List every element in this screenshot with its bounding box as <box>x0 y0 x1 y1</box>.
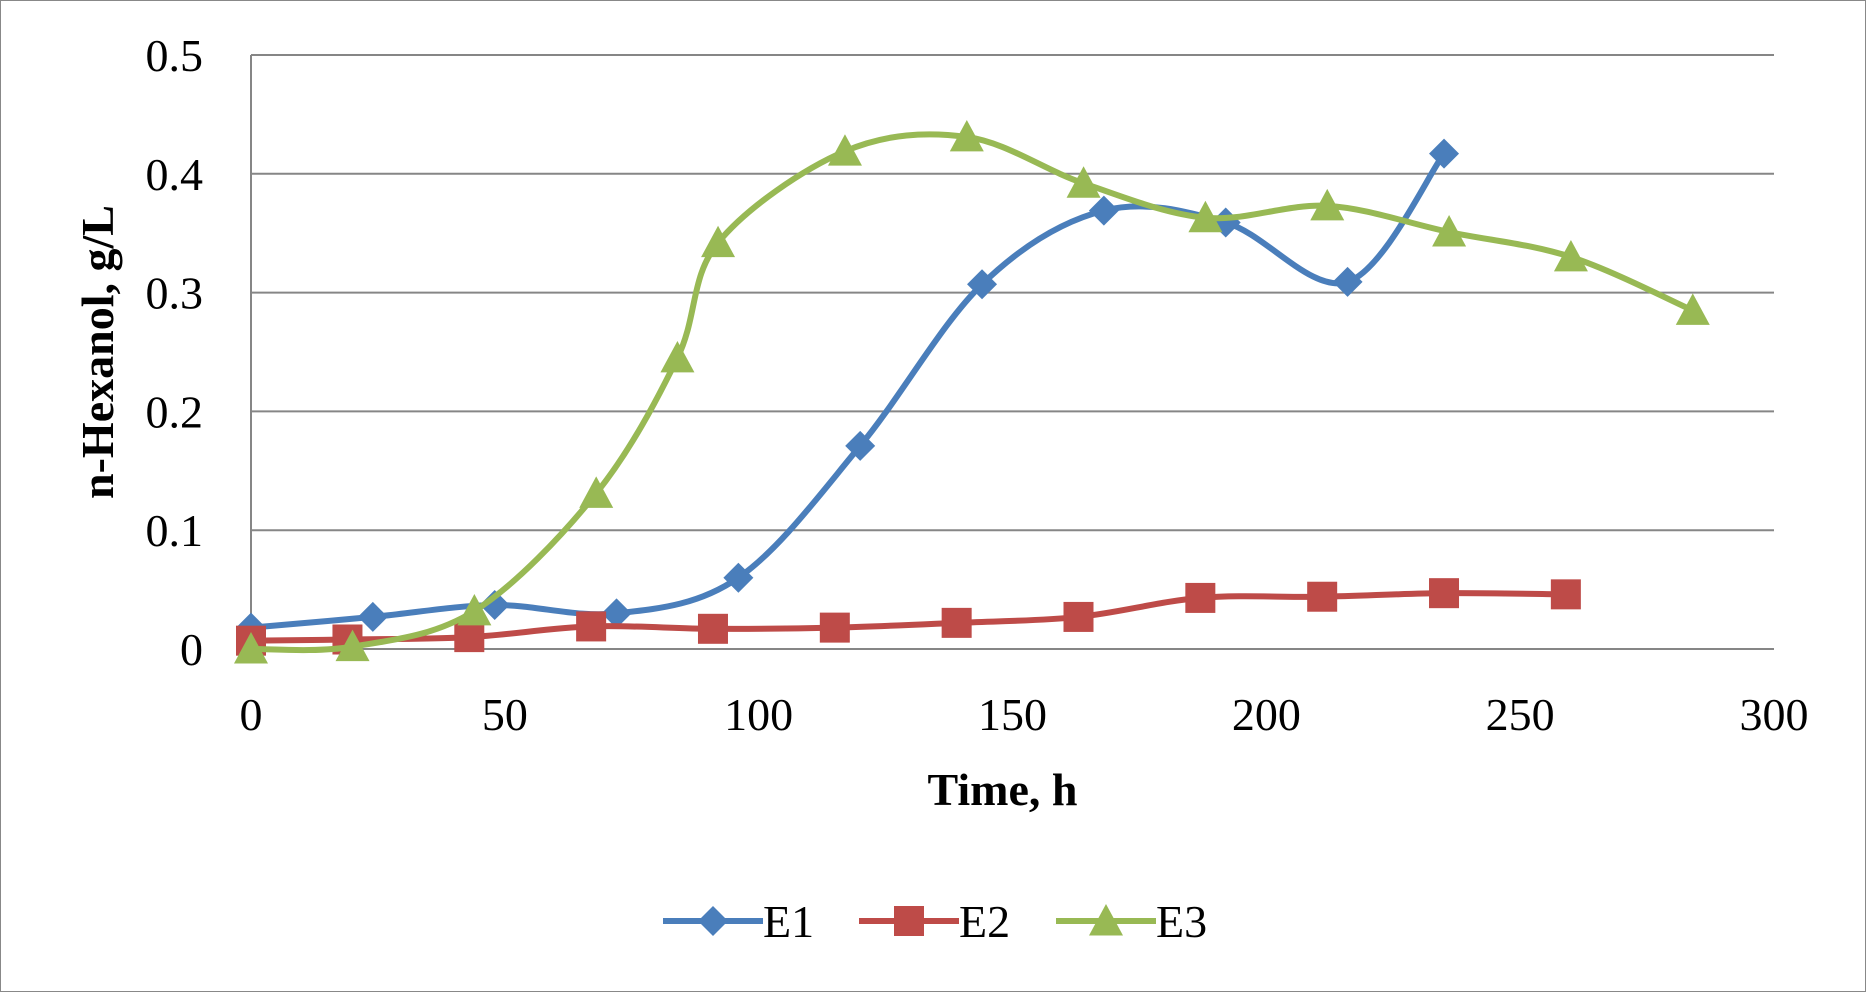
x-tick-labels: 0 50 100 150 200 250 300 <box>240 689 1809 740</box>
legend-item-e1: E1 <box>663 896 814 947</box>
data-point-e2 <box>697 613 728 644</box>
data-point-e1 <box>723 562 754 593</box>
data-point-e2 <box>1185 582 1216 613</box>
data-point-e3 <box>1066 166 1101 198</box>
series-line-e1 <box>248 150 1448 631</box>
data-point-e1 <box>1332 266 1363 297</box>
data-point-e3 <box>234 632 268 664</box>
series-e2 <box>236 578 1581 656</box>
legend-label-e2: E2 <box>959 896 1010 947</box>
data-point-e2 <box>1429 578 1460 609</box>
data-point-e2 <box>576 611 607 642</box>
x-tick-label: 100 <box>724 689 793 740</box>
series-line-e3 <box>248 131 1696 654</box>
x-tick-label: 150 <box>978 689 1047 740</box>
x-tick-label: 250 <box>1486 689 1555 740</box>
y-tick-label: 0.2 <box>146 386 204 437</box>
data-point-e3 <box>1432 215 1467 247</box>
legend-marker-e2 <box>894 906 924 936</box>
data-point-e1 <box>1088 195 1119 226</box>
data-point-e3 <box>335 629 370 662</box>
data-point-e3 <box>1188 200 1223 233</box>
legend-item-e3: E3 <box>1056 896 1207 947</box>
series-e3 <box>234 119 1710 664</box>
y-axis-title: n-Hexanol, g/L <box>72 205 123 499</box>
y-tick-label: 0.3 <box>146 268 204 319</box>
data-point-e2 <box>941 607 972 638</box>
x-tick-label: 200 <box>1232 689 1301 740</box>
data-point-e1 <box>479 590 510 621</box>
data-point-e1 <box>1429 138 1460 169</box>
data-point-e3 <box>1310 188 1345 221</box>
data-point-e1 <box>845 430 876 461</box>
gridlines <box>251 54 1774 532</box>
data-point-e2 <box>819 612 850 643</box>
data-point-e1 <box>357 601 388 632</box>
data-point-e2 <box>1063 601 1094 632</box>
data-point-e3 <box>457 593 492 626</box>
x-axis-title: Time, h <box>928 764 1078 815</box>
data-point-e1 <box>967 269 998 300</box>
x-tick-label: 300 <box>1740 689 1809 740</box>
data-point-e2 <box>454 622 485 653</box>
data-point-e3 <box>1675 293 1710 325</box>
legend-marker-e3 <box>1089 904 1123 936</box>
x-tick-label: 0 <box>240 689 263 740</box>
data-point-e3 <box>579 476 614 508</box>
data-point-e1 <box>601 598 632 629</box>
legend-label-e3: E3 <box>1156 896 1207 947</box>
legend: E1 E2 E3 <box>663 896 1207 947</box>
data-point-e2 <box>1307 581 1338 612</box>
data-point-e3 <box>1553 239 1588 272</box>
y-tick-label: 0.5 <box>146 30 204 81</box>
legend-item-e2: E2 <box>859 896 1010 947</box>
y-tick-label: 0 <box>180 624 203 675</box>
y-tick-label: 0.4 <box>146 149 204 200</box>
data-point-e2 <box>1550 579 1581 610</box>
legend-marker-e1 <box>698 906 728 936</box>
data-point-e3 <box>660 340 695 373</box>
data-point-e3 <box>701 225 736 258</box>
series-e1 <box>236 138 1460 643</box>
x-tick-label: 50 <box>482 689 528 740</box>
data-point-e3 <box>827 134 862 166</box>
y-tick-labels: 0 0.1 0.2 0.3 0.4 0.5 <box>146 30 204 675</box>
data-point-e3 <box>949 119 984 152</box>
series-layer <box>234 119 1710 664</box>
series-line-e2 <box>248 590 1569 644</box>
legend-label-e1: E1 <box>763 896 814 947</box>
y-tick-label: 0.1 <box>146 505 204 556</box>
